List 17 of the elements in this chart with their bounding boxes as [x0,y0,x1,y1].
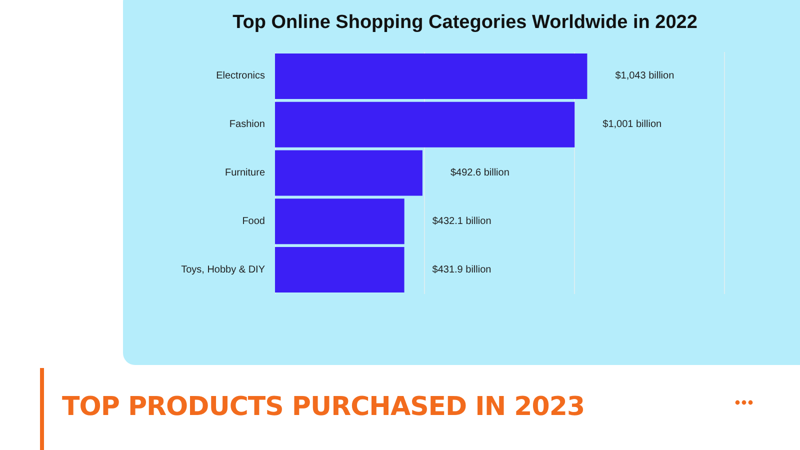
y-tick-label: Food [242,216,265,227]
y-tick-label: Toys, Hobby & DIY [181,264,266,276]
data-label: $492.6 billion [450,168,510,178]
bar [275,247,404,293]
text: TOP PRODUCTS PURCHASED IN 2023 [62,392,585,422]
data-label: $1,001 billion [602,119,662,130]
bar [275,102,575,148]
y-tick-label: Furniture [224,168,266,178]
bar [275,150,422,196]
y-tick-label: Electronics [216,70,265,82]
chart-title: Top Online Shopping Categories Worldwide in 2022 [232,12,698,33]
data-label: $432.1 billion [432,216,492,227]
bar [275,53,588,99]
data-label: $431.9 billion [432,264,492,276]
data-label: $1,043 billion [615,70,674,82]
bar [275,198,404,244]
y-tick-label: Fashion [229,119,265,130]
